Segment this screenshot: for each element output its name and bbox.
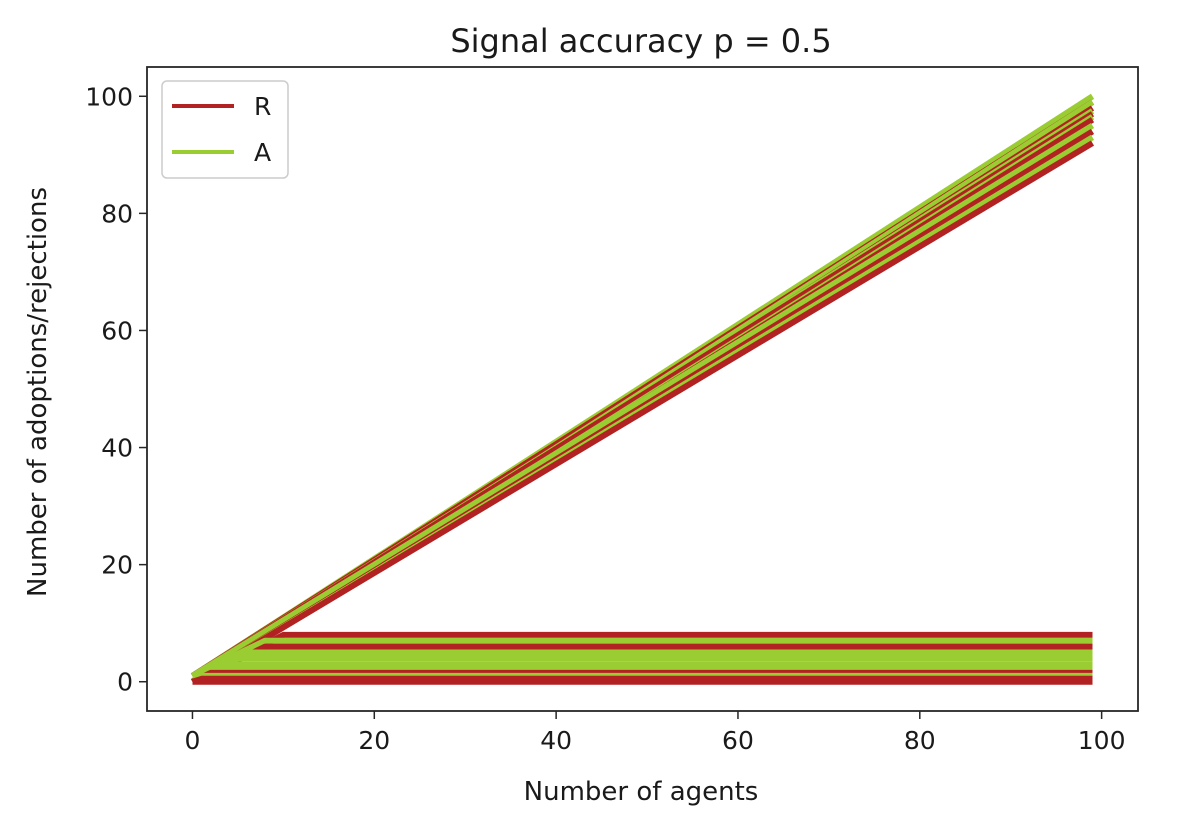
legend: R A <box>161 80 289 179</box>
x-axis-label: Number of agents <box>524 777 759 807</box>
y-tick-label: 40 <box>101 434 133 463</box>
plot-frame <box>146 66 1139 712</box>
y-tick-label: 80 <box>101 199 133 228</box>
x-tick-label: 0 <box>185 726 201 755</box>
y-tick-label: 60 <box>101 316 133 345</box>
x-tick-label: 80 <box>904 726 936 755</box>
x-tick-label: 40 <box>540 726 572 755</box>
series-line-r-11 <box>190 140 1095 685</box>
y-tick-label: 0 <box>117 668 133 697</box>
y-tick-label: 100 <box>85 82 133 111</box>
series-line-a-13 <box>191 637 1093 679</box>
plot-lines <box>190 93 1095 685</box>
x-tick-label: 60 <box>722 726 754 755</box>
y-tick-label: 20 <box>101 551 133 580</box>
axis-ticks: 0 20 40 60 80 100 0 20 40 60 80 100 <box>85 82 1125 755</box>
legend-label-r: R <box>254 92 271 121</box>
x-tick-label: 100 <box>1078 726 1126 755</box>
y-axis-label: Number of adoptions/rejections <box>23 187 53 597</box>
x-tick-label: 20 <box>358 726 390 755</box>
legend-label-a: A <box>254 138 271 167</box>
chart-title: Signal accuracy p = 0.5 <box>450 22 831 60</box>
series-line-a-8 <box>190 122 1095 679</box>
